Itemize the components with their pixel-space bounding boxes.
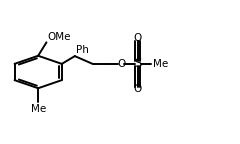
Text: O: O	[117, 59, 125, 69]
Text: Me: Me	[30, 104, 46, 114]
Text: O: O	[134, 84, 142, 94]
Text: Me: Me	[153, 59, 168, 69]
Text: S: S	[134, 57, 141, 70]
Text: Ph: Ph	[76, 45, 89, 55]
Text: O: O	[134, 33, 142, 43]
Text: OMe: OMe	[48, 32, 71, 42]
